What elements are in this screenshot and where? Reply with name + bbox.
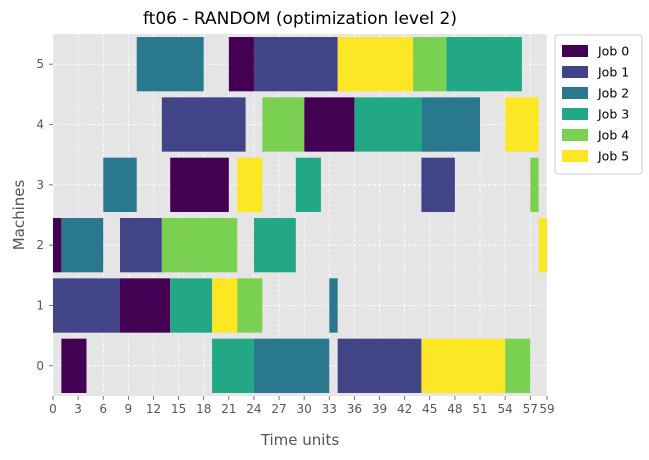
task-bar: [337, 37, 414, 92]
legend-label: Job 5: [597, 149, 629, 164]
task-bar: [61, 338, 87, 393]
x-tick-label: 9: [125, 402, 133, 416]
legend: Job 0 Job 1 Job 2 Job 3 Job 4 Job 5: [554, 34, 643, 175]
y-tick-label: 3: [36, 178, 44, 192]
y-axis-ticks: 0 1 2 3 4 5: [36, 57, 53, 373]
legend-swatch: [562, 45, 588, 57]
task-bars: [53, 37, 547, 393]
x-tick-label: 27: [271, 402, 286, 416]
task-bar: [53, 218, 62, 273]
legend-label: Job 0: [597, 44, 629, 59]
legend-swatch: [562, 129, 588, 141]
task-bar: [119, 278, 171, 333]
x-tick-label: 18: [196, 402, 211, 416]
x-tick-label: 21: [221, 402, 236, 416]
task-bar: [421, 157, 455, 212]
task-bar: [53, 278, 120, 333]
task-bar: [161, 218, 238, 273]
x-axis-ticks: 0 3 6 9 12 15 18 21 24 27 30 33 36 39 42 45 48 51 54 57 59: [49, 396, 555, 416]
task-bar: [253, 338, 330, 393]
task-bar: [170, 157, 229, 212]
chart-title: ft06 - RANDOM (optimization level 2): [143, 9, 457, 29]
task-bar: [253, 37, 338, 92]
legend-swatch: [562, 108, 588, 120]
x-tick-label: 36: [347, 402, 362, 416]
y-tick-label: 5: [36, 57, 44, 71]
task-bar: [538, 218, 547, 273]
x-tick-label: 6: [99, 402, 107, 416]
task-bar: [103, 157, 137, 212]
task-bar: [136, 37, 204, 92]
x-tick-label: 39: [372, 402, 387, 416]
task-bar: [421, 97, 481, 152]
y-tick-label: 1: [36, 299, 44, 313]
x-tick-label: 24: [246, 402, 261, 416]
task-bar: [446, 37, 522, 92]
x-tick-label: 3: [74, 402, 82, 416]
task-bar: [161, 97, 246, 152]
legend-label: Job 1: [597, 65, 629, 80]
task-bar: [354, 97, 422, 152]
x-tick-label: 51: [472, 402, 487, 416]
legend-label: Job 4: [597, 128, 629, 143]
x-tick-label: 42: [397, 402, 412, 416]
task-bar: [119, 218, 162, 273]
x-tick-label: 0: [49, 402, 57, 416]
task-bar: [228, 37, 254, 92]
y-tick-label: 0: [36, 359, 44, 373]
task-bar: [262, 97, 305, 152]
task-bar: [505, 338, 531, 393]
task-bar: [329, 278, 338, 333]
x-tick-label: 12: [146, 402, 161, 416]
task-bar: [61, 218, 104, 273]
x-axis-label: Time units: [260, 431, 340, 449]
x-tick-label: 15: [171, 402, 186, 416]
task-bar: [421, 338, 506, 393]
task-bar: [413, 37, 447, 92]
task-bar: [295, 157, 321, 212]
x-tick-label: 30: [297, 402, 312, 416]
legend-swatch: [562, 150, 588, 162]
x-tick-label: 45: [422, 402, 437, 416]
task-bar: [530, 157, 539, 212]
x-tick-label: 54: [497, 402, 512, 416]
x-tick-label: 57: [523, 402, 538, 416]
x-tick-label: 33: [322, 402, 337, 416]
legend-label: Job 3: [597, 107, 629, 122]
y-axis-label: Machines: [10, 180, 28, 251]
y-tick-label: 4: [36, 118, 44, 132]
task-bar: [212, 338, 254, 393]
y-tick-label: 2: [36, 238, 44, 252]
task-bar: [253, 218, 296, 273]
x-tick-label: 48: [447, 402, 462, 416]
task-bar: [170, 278, 213, 333]
task-bar: [237, 278, 263, 333]
legend-label: Job 2: [597, 86, 629, 101]
x-tick-label: 59: [539, 402, 554, 416]
legend-swatch: [562, 87, 588, 99]
legend-swatch: [562, 66, 588, 78]
task-bar: [304, 97, 355, 152]
plot-background: [53, 34, 547, 396]
task-bar: [505, 97, 539, 152]
task-bar: [237, 157, 263, 212]
task-bar: [212, 278, 238, 333]
task-bar: [337, 338, 422, 393]
